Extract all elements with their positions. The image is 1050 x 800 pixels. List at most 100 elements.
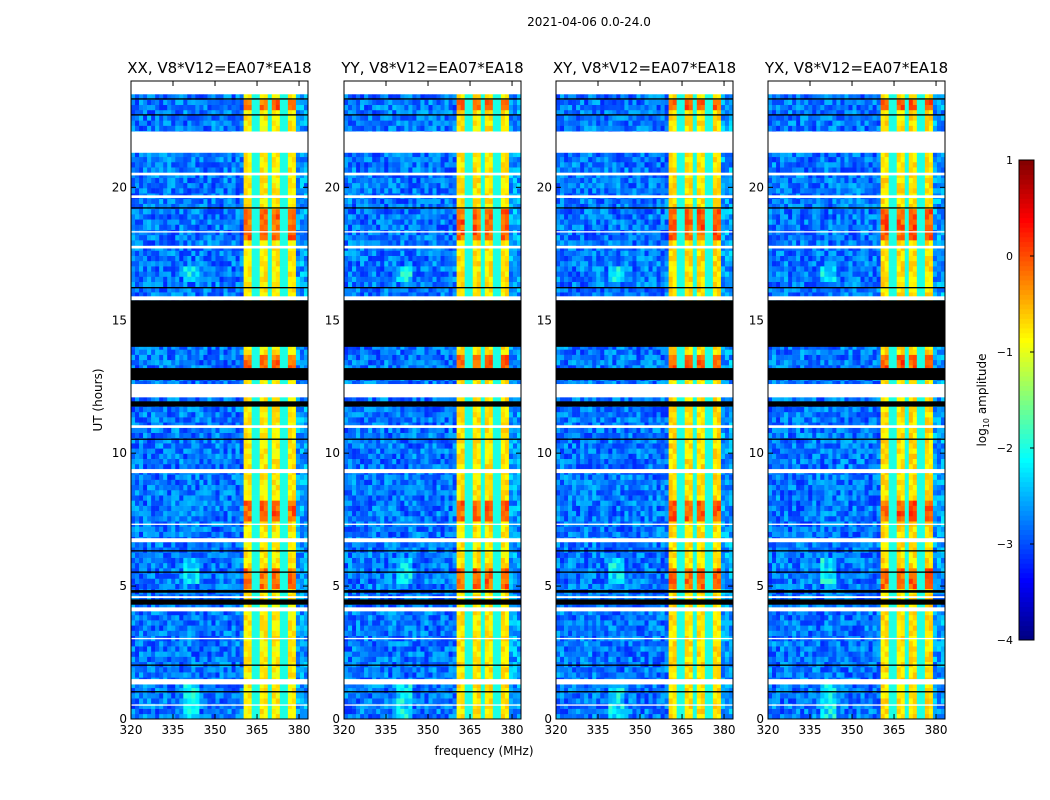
heatmap-cell <box>299 505 305 512</box>
heatmap-cell <box>299 552 305 558</box>
heatmap-cell <box>215 266 220 272</box>
heatmap-cell <box>283 661 289 668</box>
heatmap-cell <box>171 500 176 506</box>
heatmap-cell <box>283 614 289 621</box>
heatmap-cell <box>195 620 200 626</box>
heatmap-cell <box>287 214 293 220</box>
heatmap-cell <box>227 713 232 720</box>
heatmap-cell <box>279 396 285 402</box>
heatmap-cell <box>291 208 297 215</box>
heatmap-cell <box>159 713 164 720</box>
heatmap-cell <box>291 484 297 491</box>
heatmap-cell <box>255 437 261 444</box>
heatmap-cell <box>247 656 252 663</box>
heatmap-cell <box>139 557 144 564</box>
heatmap-cell <box>163 167 168 173</box>
heatmap-cell <box>199 396 204 402</box>
heatmap-cell <box>239 359 244 366</box>
heatmap-cell <box>191 583 196 590</box>
heatmap-cell <box>275 552 281 558</box>
heatmap-cell <box>151 208 156 215</box>
heatmap-cell <box>251 547 256 553</box>
heatmap-cell <box>151 224 156 230</box>
heatmap-cell <box>159 250 164 256</box>
heatmap-cell <box>159 214 164 220</box>
heatmap-cell <box>247 463 252 470</box>
heatmap-cell <box>183 552 188 558</box>
heatmap-cell <box>163 240 168 246</box>
heatmap-cell <box>139 417 144 423</box>
heatmap-cell <box>271 214 277 220</box>
heatmap-cell <box>151 578 156 584</box>
heatmap-cell <box>151 411 156 418</box>
heatmap-cell <box>151 260 156 267</box>
heatmap-cell <box>143 583 148 590</box>
heatmap-cell <box>159 411 164 418</box>
heatmap-cell <box>187 531 192 538</box>
heatmap-cell <box>243 489 248 496</box>
heatmap-cell <box>291 604 297 610</box>
heatmap-cell <box>291 411 297 418</box>
heatmap-cell <box>299 255 305 262</box>
heatmap-cell <box>287 620 293 626</box>
heatmap-cell <box>167 437 172 444</box>
heatmap-cell <box>179 463 184 470</box>
heatmap-cell <box>291 547 297 553</box>
heatmap-cell <box>283 219 289 225</box>
heatmap-cell <box>131 651 136 657</box>
heatmap-cell <box>171 365 176 371</box>
heatmap-cell <box>231 458 236 465</box>
heatmap-cell <box>183 359 188 366</box>
heatmap-cell <box>283 542 289 548</box>
heatmap-cell <box>151 281 156 288</box>
heatmap-cell <box>175 365 180 371</box>
heatmap-cell <box>295 151 301 158</box>
heatmap-cell <box>219 260 224 267</box>
heatmap-cell <box>219 500 224 506</box>
heatmap-cell <box>239 484 244 491</box>
heatmap-cell <box>199 661 204 668</box>
heatmap-cell <box>147 443 152 449</box>
heatmap-cell <box>283 510 289 517</box>
heatmap-cell <box>267 188 273 194</box>
heatmap-cell <box>155 349 160 355</box>
heatmap-cell <box>239 646 244 652</box>
heatmap-cell <box>211 354 216 361</box>
heatmap-cell <box>223 396 228 402</box>
heatmap-cell <box>247 604 252 610</box>
heatmap-cell <box>235 687 240 694</box>
heatmap-cell <box>199 526 204 532</box>
heatmap-cell <box>223 651 228 657</box>
heatmap-cell <box>223 625 228 631</box>
heatmap-cell <box>167 547 172 553</box>
heatmap-cell <box>291 573 297 579</box>
heatmap-cell <box>219 479 224 486</box>
heatmap-cell <box>183 672 188 678</box>
heatmap-cell <box>275 526 281 532</box>
heatmap-cell <box>147 609 152 616</box>
heatmap-cell <box>255 500 261 506</box>
heatmap-cell <box>295 568 301 574</box>
heatmap-cell <box>131 547 136 553</box>
heatmap-cell <box>259 224 265 230</box>
heatmap-cell <box>239 500 244 506</box>
heatmap-cell <box>227 411 232 418</box>
heatmap-cell <box>243 578 248 584</box>
heatmap-cell <box>255 484 261 491</box>
heatmap-cell <box>207 474 212 480</box>
heatmap-cell <box>255 453 261 460</box>
heatmap-cell <box>199 203 204 210</box>
heatmap-cell <box>271 417 277 423</box>
heatmap-cell <box>271 292 277 298</box>
heatmap-cell <box>179 182 184 189</box>
heatmap-cell <box>131 479 136 486</box>
heatmap-cell <box>163 349 168 355</box>
heatmap-cell <box>283 656 289 663</box>
heatmap-cell <box>171 406 176 413</box>
heatmap-cell <box>171 505 176 512</box>
heatmap-cell <box>211 542 216 548</box>
heatmap-cell <box>291 463 297 470</box>
heatmap-cell <box>223 526 228 532</box>
heatmap-cell <box>211 359 216 366</box>
heatmap-cell <box>243 380 248 387</box>
